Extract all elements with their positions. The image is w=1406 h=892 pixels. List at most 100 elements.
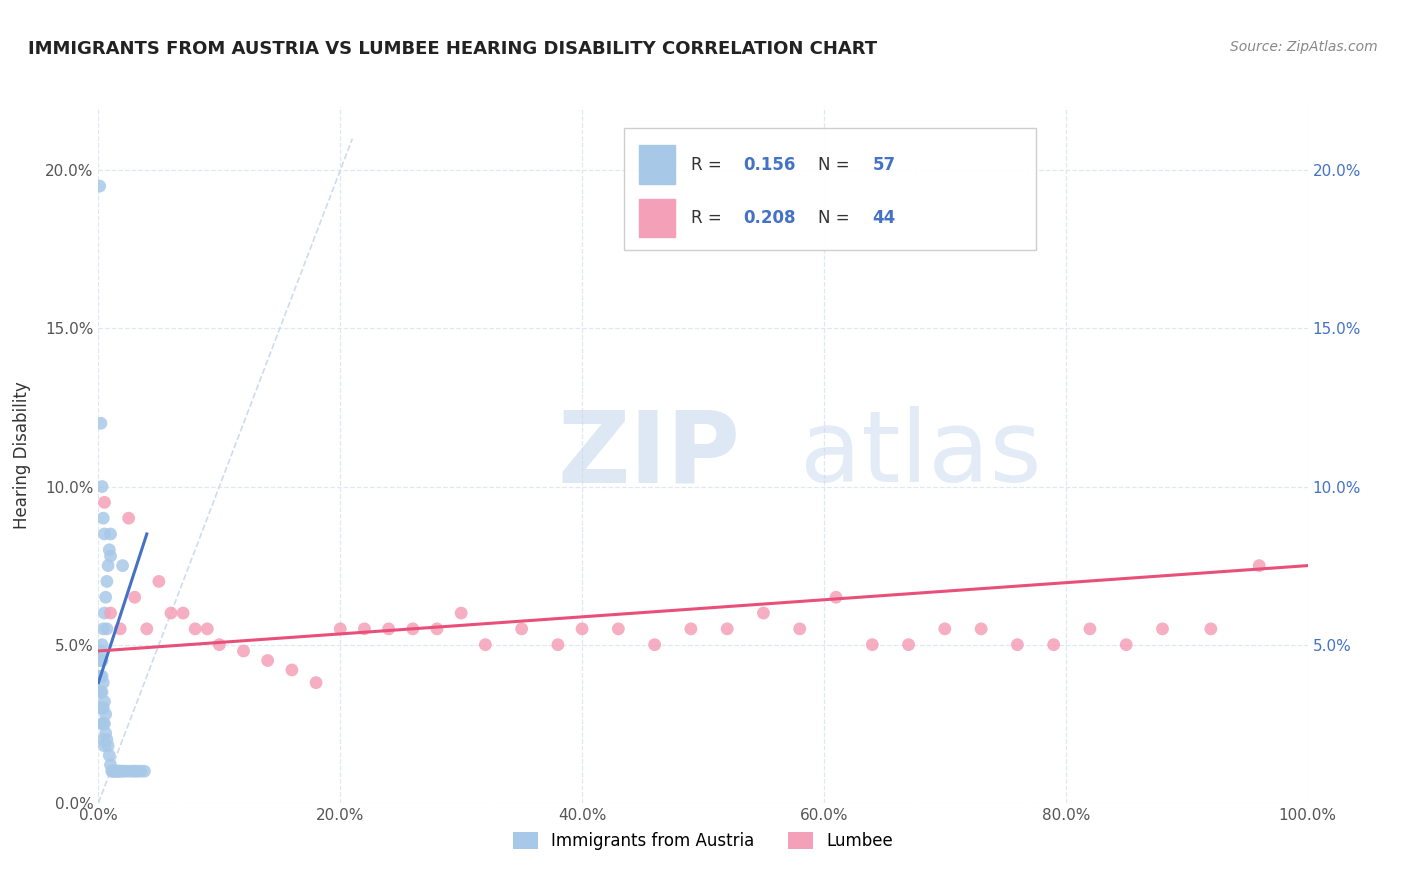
Text: R =: R = (690, 210, 727, 227)
Point (377, 622, 399, 636)
Point (970, 622, 993, 636)
Text: 0.156: 0.156 (742, 156, 796, 174)
Text: IMMIGRANTS FROM AUSTRIA VS LUMBEE HEARING DISABILITY CORRELATION CHART: IMMIGRANTS FROM AUSTRIA VS LUMBEE HEARIN… (28, 40, 877, 58)
Point (93, 606, 115, 620)
Text: 57: 57 (872, 156, 896, 174)
Point (860, 638, 883, 652)
Point (100, 527, 122, 541)
Point (97, 739, 120, 753)
Point (329, 622, 352, 636)
Point (789, 622, 811, 636)
Point (934, 622, 956, 636)
Point (644, 638, 666, 652)
Point (93, 695, 115, 709)
Point (91, 675, 114, 690)
Point (450, 606, 472, 620)
Point (232, 644, 254, 658)
Point (121, 764, 143, 779)
Point (208, 638, 231, 652)
Point (474, 638, 496, 652)
Point (89, 669, 111, 683)
Point (101, 764, 124, 779)
Text: R =: R = (690, 156, 727, 174)
Point (716, 622, 738, 636)
Point (105, 764, 128, 779)
Point (91, 479, 114, 493)
Point (91, 669, 114, 683)
Point (94, 726, 117, 740)
Text: atlas: atlas (800, 407, 1042, 503)
Point (91, 701, 114, 715)
Point (547, 638, 569, 652)
Point (184, 622, 207, 636)
Point (91, 716, 114, 731)
Point (256, 653, 278, 667)
Point (108, 764, 131, 779)
Point (1199, 622, 1222, 636)
Point (607, 622, 630, 636)
Point (148, 574, 170, 589)
Point (118, 511, 141, 525)
Point (103, 764, 125, 779)
Point (91, 511, 114, 525)
Point (90, 669, 112, 683)
Point (1042, 638, 1064, 652)
Point (89, 179, 111, 194)
Point (98, 748, 121, 763)
Point (93, 739, 115, 753)
Point (100, 757, 122, 772)
Text: N =: N = (818, 156, 855, 174)
Point (94, 707, 117, 722)
Point (118, 764, 141, 779)
Text: 0.208: 0.208 (742, 210, 796, 227)
Point (305, 675, 328, 690)
Point (134, 764, 156, 779)
Point (897, 638, 920, 652)
Point (93, 527, 115, 541)
Point (91, 622, 114, 636)
Point (98, 542, 121, 557)
Point (90, 701, 112, 715)
Point (89, 653, 111, 667)
Point (129, 764, 152, 779)
Point (1249, 558, 1271, 573)
Point (96, 732, 118, 747)
Point (91, 638, 114, 652)
Point (127, 764, 149, 779)
Y-axis label: Hearing Disability: Hearing Disability (13, 381, 31, 529)
Point (1152, 622, 1174, 636)
Point (111, 558, 134, 573)
Point (91, 732, 114, 747)
Point (135, 622, 157, 636)
Point (93, 495, 115, 509)
Point (124, 591, 146, 605)
Point (160, 606, 183, 620)
Point (108, 622, 131, 636)
Point (1115, 638, 1137, 652)
Point (94, 591, 117, 605)
Point (89, 685, 111, 699)
Point (100, 549, 122, 563)
Point (100, 764, 122, 779)
Point (90, 644, 112, 658)
Point (91, 716, 114, 731)
Point (1078, 622, 1101, 636)
Point (111, 764, 134, 779)
Bar (638, 145, 675, 184)
Point (825, 591, 848, 605)
Point (426, 622, 449, 636)
Point (1007, 638, 1029, 652)
Point (90, 417, 112, 431)
Point (91, 685, 114, 699)
Point (97, 558, 120, 573)
Point (93, 716, 115, 731)
Text: 44: 44 (872, 210, 896, 227)
Point (96, 574, 118, 589)
Point (353, 622, 375, 636)
Point (510, 622, 533, 636)
FancyBboxPatch shape (624, 128, 1035, 250)
Point (114, 764, 136, 779)
Point (91, 653, 114, 667)
Point (752, 606, 775, 620)
Point (124, 764, 146, 779)
